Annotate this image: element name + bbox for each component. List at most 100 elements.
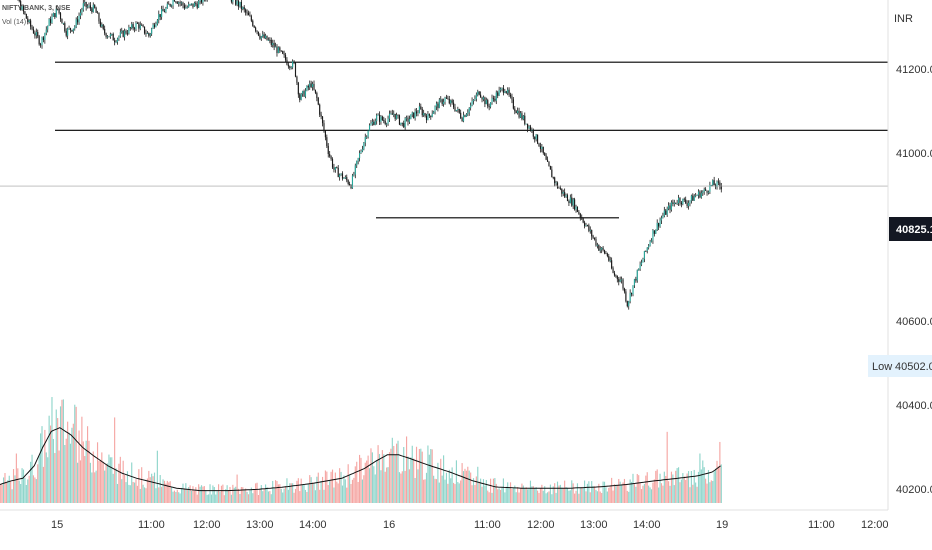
candle-body [703,189,705,192]
time-tick: 14:00 [633,519,661,531]
volume-bar [472,478,475,503]
candle-body [99,21,101,27]
volume-bar [670,471,673,503]
candle-body [101,24,103,27]
candle-body [383,120,385,121]
candle-body [296,76,298,83]
volume-bar [522,485,524,503]
volume-bar [334,472,336,503]
candle-body [185,7,187,9]
volume-bar [237,488,240,503]
volume-bar [501,487,503,503]
candle-body [370,123,372,126]
candle-body [22,6,25,12]
volume-bar [67,421,69,503]
volume-bar [541,484,543,503]
volume-bar [368,468,371,503]
candle-body [239,1,241,7]
candle-body [559,188,561,189]
candle-body [682,198,684,205]
candle-body [166,3,168,9]
candle-body [670,202,673,210]
candle-body [373,121,375,125]
candle-body [471,100,473,106]
volume-bar [519,488,522,503]
candle-body [69,28,72,31]
volume-bar [613,484,616,503]
volume-bar [425,472,428,503]
volume-bar [511,489,513,503]
candle-body [374,121,376,125]
candle-body [685,199,687,204]
volume-bar [282,492,284,503]
volume-bar [417,469,419,503]
volume-bar [125,482,127,503]
candle-body [20,1,22,10]
volume-bar [612,490,614,503]
candle-body [367,130,369,137]
candle-body [518,110,520,118]
volume-bar [229,486,231,503]
volume-bar [52,438,54,503]
candle-body [143,26,146,34]
volume-bar [146,478,148,503]
candle-body [390,113,392,115]
candle-body [162,8,164,12]
candle-body [460,112,462,119]
volume-bar [398,472,401,503]
candle-body [32,29,35,34]
candle-body [384,120,386,124]
volume-bar [631,481,633,503]
volume-bar [566,487,569,503]
candle-body [532,129,534,137]
volume-bar [465,470,467,503]
volume-bar [222,484,224,503]
low-value: 40502.05 [895,361,932,373]
candle-body [611,260,613,269]
candle-body [579,213,581,218]
price-axis[interactable]: INR 41200.00 41000.00 40600.00 40400.00 … [868,0,932,510]
candle-body [237,0,240,7]
volume-bar [636,473,638,503]
symbol-label[interactable]: NIFTY BANK, 3, NSE [2,5,71,12]
volume-bar [326,471,328,503]
candle-body [451,100,453,103]
volume-bar [212,485,214,503]
volume-bar [435,479,438,503]
volume-bar [149,477,151,503]
candle-body [690,195,692,201]
candle-body [319,104,321,115]
candle-body [492,98,495,100]
volume-indicator-label[interactable]: Vol (14) [2,19,27,26]
candle-body [75,19,77,27]
candle-body [252,20,254,26]
time-axis[interactable]: 15 11:00 12:00 13:00 14:00 16 11:00 12:0… [0,509,889,531]
volume-bar [81,416,83,503]
volume-bar [364,462,366,503]
candle-body [54,13,56,18]
volume-bar [423,479,425,503]
candle-body [521,113,523,120]
volume-bar [270,494,272,503]
volume-bar [333,487,335,503]
chart-legend[interactable]: NIFTY BANK, 3, NSE Vol (14) [2,2,70,30]
price-axis-currency: INR [894,13,913,25]
volume-bar [266,487,268,503]
candle-body [347,180,349,184]
candle-body [680,202,682,205]
volume-bar [467,466,469,503]
candle-body [598,244,600,251]
candle-body [65,31,67,36]
candle-body [78,15,80,23]
candle-body [615,275,617,277]
candle-body [707,191,710,193]
volume-bar [114,417,116,503]
candle-body [457,108,459,110]
candle-body [192,3,194,7]
candle-body [257,31,260,36]
price-tick: 40400.00 [896,400,932,412]
candle-body [321,116,324,124]
volume-bar [592,486,594,503]
